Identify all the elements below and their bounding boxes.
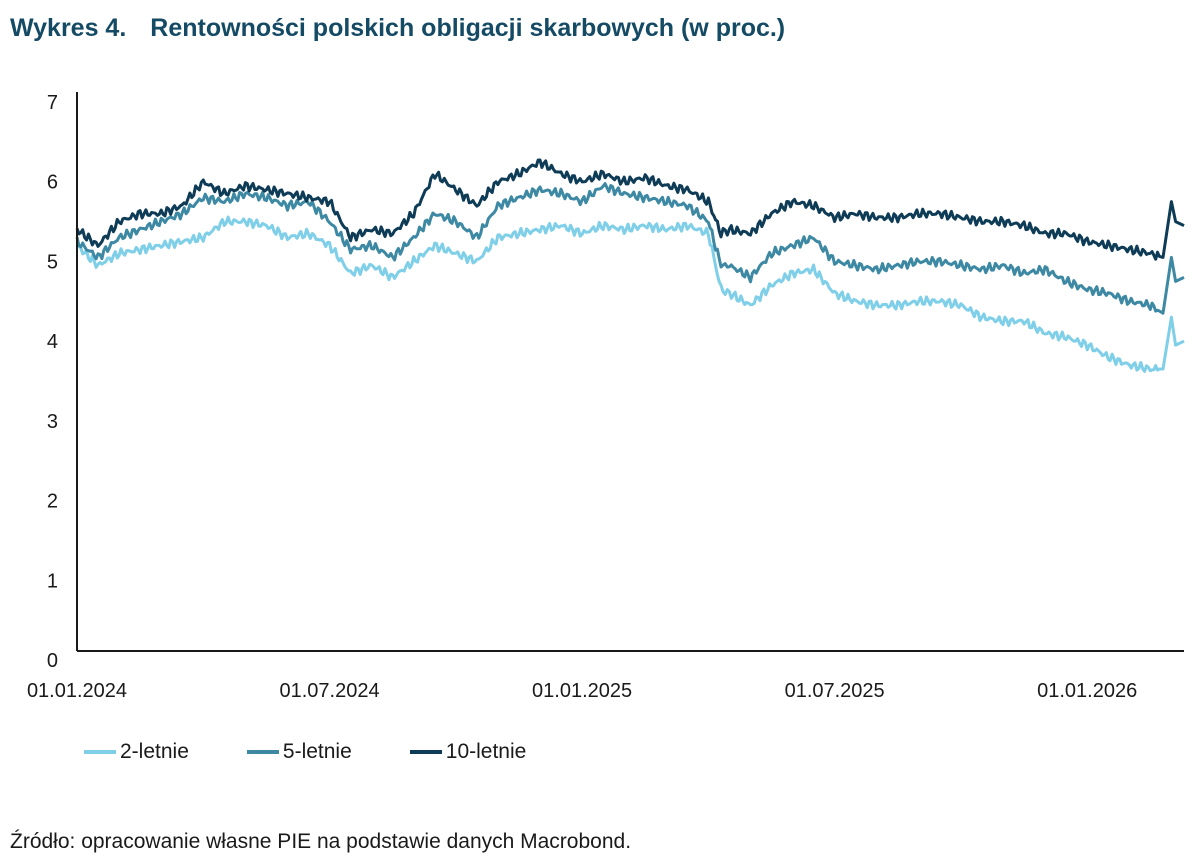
chart-title: Wykres 4. Rentowności polskich obligacji …	[10, 14, 785, 43]
x-tick-label: 01.01.2026	[1037, 680, 1137, 702]
x-tick-label: 01.07.2024	[279, 680, 379, 702]
series-line-2-letnie	[76, 215, 1185, 373]
legend-item-5y: 5-letnie	[246, 740, 352, 764]
y-tick-label: 4	[47, 331, 58, 353]
figure-number: Wykres 4.	[10, 14, 127, 42]
figure-title: Rentowności polskich obligacji skarbowyc…	[150, 14, 786, 42]
y-tick-label: 7	[47, 92, 58, 114]
legend-swatch-5y	[246, 750, 279, 754]
series-line-10-letnie	[75, 158, 1185, 261]
y-tick-label: 1	[47, 570, 58, 592]
y-tick-label: 3	[47, 411, 58, 433]
y-tick-label: 2	[47, 491, 58, 513]
legend-label-2y: 2-letnie	[120, 740, 189, 763]
legend-item-10y: 10-letnie	[409, 740, 527, 764]
x-tick-label: 01.07.2025	[785, 680, 885, 702]
source-note: Źródło: opracowanie własne PIE na podsta…	[10, 830, 632, 853]
y-tick-label: 6	[47, 172, 58, 194]
legend-label-5y: 5-letnie	[282, 740, 352, 763]
legend-label-10y: 10-letnie	[445, 740, 527, 763]
legend-item-2y: 2-letnie	[84, 740, 189, 764]
legend-swatch-2y	[84, 750, 116, 754]
x-tick-label: 01.01.2024	[27, 680, 127, 702]
legend-swatch-10y	[409, 750, 442, 754]
series-lines	[75, 158, 1185, 373]
y-axis-ticks: 0 1 2 3 4 5 6 7	[47, 92, 58, 672]
x-tick-label: 01.01.2025	[532, 680, 632, 702]
chart-legend: 2-letnie 5-letnie 10-letnie	[84, 740, 584, 764]
y-tick-label: 0	[47, 650, 58, 672]
series-line-5-letnie	[75, 182, 1185, 315]
y-tick-label: 5	[47, 251, 58, 273]
x-axis-ticks: 01.01.2024 01.07.2024 01.01.2025 01.07.2025…	[27, 680, 1137, 702]
